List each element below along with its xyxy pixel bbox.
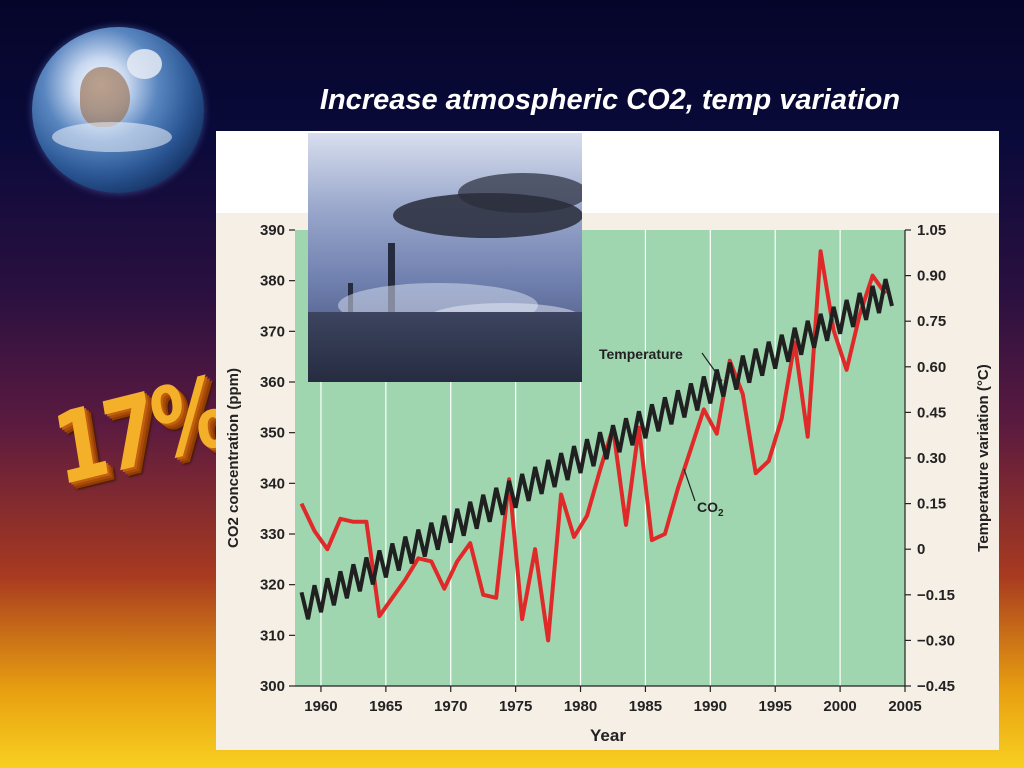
y-tick-label-left: 380 (260, 273, 285, 290)
x-tick-label: 1980 (564, 698, 597, 715)
x-tick-label: 1995 (759, 698, 792, 715)
x-axis-label: Year (590, 726, 626, 745)
y-tick-label-right: 0.45 (917, 404, 946, 421)
y-tick-label-left: 310 (260, 627, 285, 644)
y-tick-label-right: 0.30 (917, 450, 946, 467)
slide-title: Increase atmospheric CO2, temp variation (319, 84, 901, 116)
y-tick-label-left: 320 (260, 577, 285, 594)
co2-leader-line (683, 468, 696, 502)
y-tick-label-right: −0.15 (917, 587, 955, 604)
y-tick-label-right: 0.90 (917, 268, 946, 285)
y-tick-label-left: 300 (260, 678, 285, 695)
y-tick-label-left: 390 (260, 222, 285, 239)
y-tick-label-right: 0.15 (917, 496, 946, 513)
y-tick-label-right: 0 (917, 541, 925, 558)
x-tick-label: 1975 (499, 698, 532, 715)
x-tick-label: 2000 (823, 698, 856, 715)
y-tick-label-right: 1.05 (917, 222, 946, 239)
y-tick-label-right: −0.30 (917, 632, 955, 649)
temperature-leader-line (701, 352, 723, 382)
y-axis-label-left: CO2 concentration (ppm) (225, 368, 242, 548)
y-tick-label-left: 330 (260, 526, 285, 543)
x-tick-label: 1960 (304, 698, 337, 715)
x-tick-label: 1970 (434, 698, 467, 715)
temperature-annotation: Temperature (599, 346, 683, 362)
co2-annotation: CO2 (697, 499, 724, 519)
y-tick-label-right: 0.60 (917, 359, 946, 376)
y-tick-label-left: 370 (260, 323, 285, 340)
y-tick-label-left: 350 (260, 425, 285, 442)
x-tick-label: 1985 (629, 698, 662, 715)
temperature-series-line (299, 249, 888, 643)
smokestack-photo (308, 133, 582, 382)
y-tick-label-right: 0.75 (917, 313, 946, 330)
y-tick-label-left: 340 (260, 475, 285, 492)
y-tick-label-right: −0.45 (917, 678, 955, 695)
y-tick-label-left: 360 (260, 374, 285, 391)
y-axis-label-right: Temperature variation (°C) (975, 364, 992, 551)
earth-globe-image (32, 27, 204, 193)
x-tick-label: 1965 (369, 698, 402, 715)
x-tick-label: 2005 (888, 698, 921, 715)
x-tick-label: 1990 (694, 698, 727, 715)
co2-series-line (299, 278, 894, 620)
